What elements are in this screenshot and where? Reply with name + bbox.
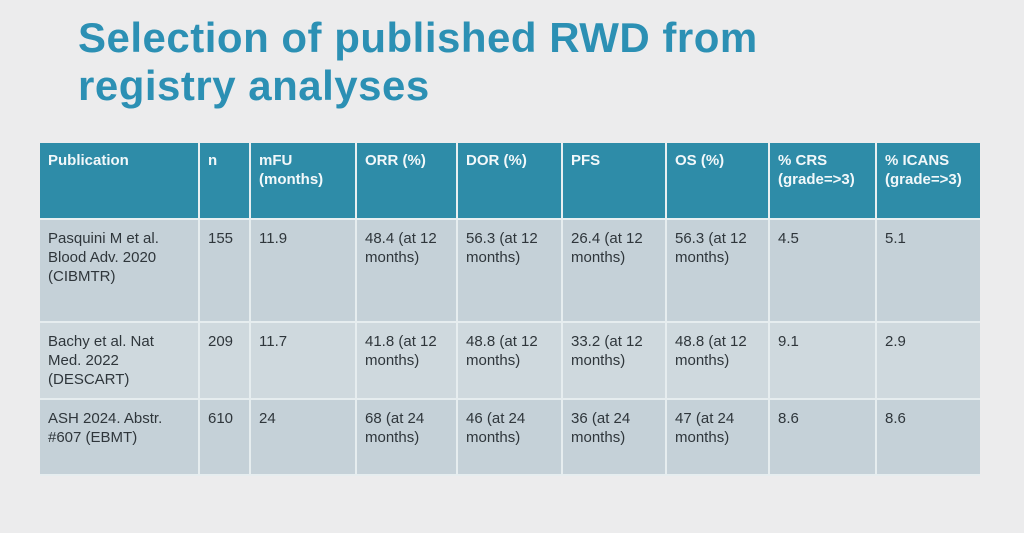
cell-n: 155: [200, 220, 251, 323]
column-header-orr: ORR (%): [357, 143, 458, 220]
table-row-bachy: Bachy et al. Nat Med. 2022 (DESCART) 209…: [40, 323, 980, 400]
cell-mfu: 11.7: [251, 323, 357, 400]
cell-icans: 2.9: [877, 323, 980, 400]
column-header-publication: Publication: [40, 143, 200, 220]
column-header-icans: % ICANS (grade=>3): [877, 143, 980, 220]
cell-crs: 4.5: [770, 220, 877, 323]
cell-os: 47 (at 24 months): [667, 400, 770, 476]
table-row-pasquini: Pasquini M et al. Blood Adv. 2020 (CIBMT…: [40, 220, 980, 323]
slide-title: Selection of published RWD from registry…: [78, 14, 758, 109]
cell-mfu: 11.9: [251, 220, 357, 323]
table-row-ash: ASH 2024. Abstr. #607 (EBMT) 610 24 68 (…: [40, 400, 980, 476]
cell-mfu: 24: [251, 400, 357, 476]
rwd-registry-table: Publication n mFU (months) ORR (%) DOR (…: [40, 143, 980, 476]
cell-publication: ASH 2024. Abstr. #607 (EBMT): [40, 400, 200, 476]
cell-pfs: 26.4 (at 12 months): [563, 220, 667, 323]
column-header-pfs: PFS: [563, 143, 667, 220]
cell-orr: 41.8 (at 12 months): [357, 323, 458, 400]
column-header-os: OS (%): [667, 143, 770, 220]
cell-pfs: 33.2 (at 12 months): [563, 323, 667, 400]
cell-orr: 48.4 (at 12 months): [357, 220, 458, 323]
table-header-row: Publication n mFU (months) ORR (%) DOR (…: [40, 143, 980, 220]
cell-publication: Pasquini M et al. Blood Adv. 2020 (CIBMT…: [40, 220, 200, 323]
cell-n: 209: [200, 323, 251, 400]
column-header-mfu: mFU (months): [251, 143, 357, 220]
column-header-n: n: [200, 143, 251, 220]
cell-crs: 9.1: [770, 323, 877, 400]
cell-dor: 56.3 (at 12 months): [458, 220, 563, 323]
cell-n: 610: [200, 400, 251, 476]
column-header-dor: DOR (%): [458, 143, 563, 220]
cell-orr: 68 (at 24 months): [357, 400, 458, 476]
cell-icans: 5.1: [877, 220, 980, 323]
cell-dor: 46 (at 24 months): [458, 400, 563, 476]
cell-icans: 8.6: [877, 400, 980, 476]
cell-crs: 8.6: [770, 400, 877, 476]
cell-os: 56.3 (at 12 months): [667, 220, 770, 323]
cell-publication: Bachy et al. Nat Med. 2022 (DESCART): [40, 323, 200, 400]
cell-os: 48.8 (at 12 months): [667, 323, 770, 400]
column-header-crs: % CRS (grade=>3): [770, 143, 877, 220]
cell-dor: 48.8 (at 12 months): [458, 323, 563, 400]
cell-pfs: 36 (at 24 months): [563, 400, 667, 476]
